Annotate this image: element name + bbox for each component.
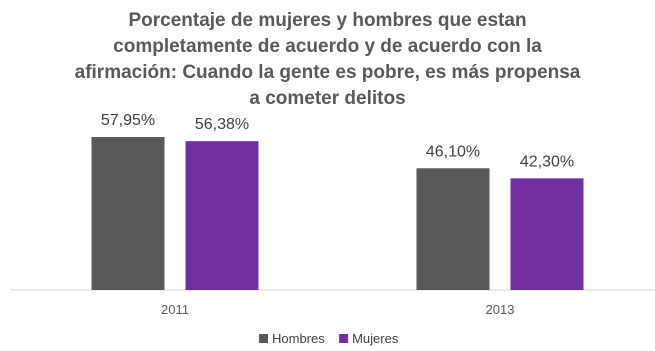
legend-label-hombres: Hombres <box>272 331 325 346</box>
legend: Hombres Mujeres <box>259 331 399 346</box>
bar-mujeres-2011 <box>185 141 259 290</box>
legend-swatch-hombres <box>259 334 268 343</box>
chart-title: Porcentaje de mujeres y hombres que esta… <box>74 10 581 109</box>
data-label-hombres-2011: 57,95% <box>101 112 155 129</box>
bar-mujeres-2013 <box>510 178 584 290</box>
x-tick-label-2013: 2013 <box>486 302 515 317</box>
bar-hombres-2013 <box>416 168 490 290</box>
data-label-hombres-2013: 46,10% <box>426 143 480 160</box>
data-labels-group: 57,95% 56,38% 46,10% 42,30% <box>101 112 574 170</box>
x-tick-labels-group: 2011 2013 <box>161 302 514 317</box>
legend-swatch-mujeres <box>339 334 349 343</box>
legend-label-mujeres: Mujeres <box>352 331 399 346</box>
data-label-mujeres-2011: 56,38% <box>195 116 249 133</box>
x-tick-label-2011: 2011 <box>161 302 189 317</box>
data-label-mujeres-2013: 42,30% <box>520 153 574 170</box>
bars-group <box>91 137 584 290</box>
bar-hombres-2011 <box>91 137 165 290</box>
